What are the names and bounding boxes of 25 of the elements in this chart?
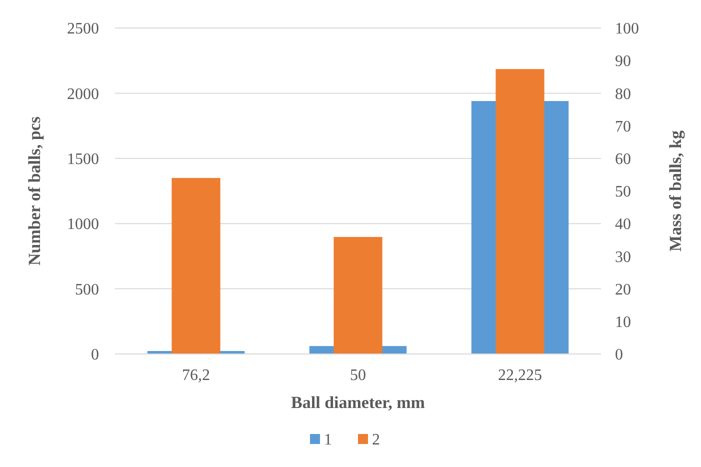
x-tick-label: 50 — [350, 367, 366, 384]
y-tick-label: 1500 — [67, 151, 99, 168]
legend-label: 1 — [324, 432, 332, 449]
y2-tick-label: 90 — [615, 53, 631, 70]
y2-axis-title: Mass of balls, kg — [666, 130, 685, 252]
y2-tick-label: 10 — [615, 314, 631, 331]
y2-tick-label: 20 — [615, 281, 631, 298]
y2-tick-label: 80 — [615, 86, 631, 103]
x-axis-title: Ball diameter, mm — [291, 393, 425, 412]
x-tick-label: 22,225 — [498, 367, 542, 384]
legend-label: 2 — [372, 432, 380, 449]
y2-tick-label: 100 — [615, 20, 639, 38]
y-tick-label: 0 — [91, 346, 99, 364]
y2-tick-label: 40 — [615, 216, 631, 234]
y-tick-label: 500 — [75, 281, 99, 298]
y2-tick-label: 50 — [615, 184, 631, 201]
y-axis-title: Number of balls, pcs — [25, 116, 44, 266]
x-tick-label: 76,2 — [182, 367, 210, 384]
y2-tick-label: 0 — [615, 346, 623, 364]
y2-tick-label: 70 — [615, 118, 631, 136]
y-tick-label: 1000 — [67, 216, 99, 234]
y-tick-label: 2500 — [67, 20, 99, 38]
y-tick-label: 2000 — [67, 86, 99, 103]
y2-tick-label: 60 — [615, 151, 631, 168]
y2-tick-label: 30 — [615, 248, 631, 266]
